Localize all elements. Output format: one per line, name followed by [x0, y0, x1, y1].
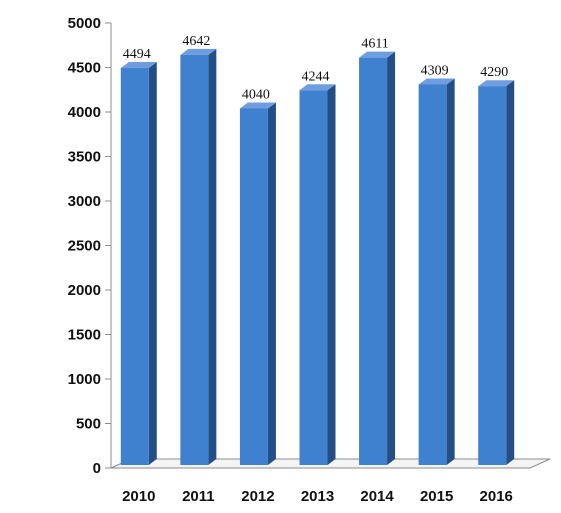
x-tick-label: 2013 [301, 488, 334, 505]
x-tick-label: 2014 [360, 488, 394, 505]
data-label: 4494 [123, 47, 151, 62]
bar-side [148, 62, 157, 466]
data-label: 4611 [361, 37, 388, 52]
x-tick-label: 2010 [122, 488, 155, 505]
x-tick-label: 2015 [420, 488, 453, 505]
bar [478, 86, 507, 465]
x-tick-label: 2011 [182, 488, 215, 505]
y-tick-label: 2500 [68, 238, 101, 255]
bar-side [327, 84, 336, 465]
data-label: 4290 [480, 65, 508, 80]
y-tick-label: 0 [93, 460, 101, 477]
y-tick-label: 3500 [68, 149, 101, 166]
data-label: 4040 [242, 87, 270, 102]
bar-side [446, 78, 455, 466]
y-tick-label: 2000 [68, 282, 101, 299]
x-tick-label: 2012 [241, 488, 274, 505]
bar-side [387, 51, 396, 465]
bar [180, 54, 209, 465]
y-tick-label: 500 [76, 416, 101, 433]
bar-top [180, 48, 217, 55]
y-tick-label: 1000 [68, 371, 101, 388]
bar-side [267, 102, 276, 465]
bar-top [478, 80, 515, 87]
data-label: 4642 [182, 34, 210, 49]
bar-top [359, 51, 396, 58]
data-labels: 4494 4642 4040 4244 4611 4309 4290 [123, 34, 508, 103]
y-axis: 0 500 1000 1500 2000 2500 3000 3500 4000 4500 5000 [68, 15, 112, 477]
bars [120, 48, 515, 466]
x-tick-label: 2016 [480, 488, 513, 505]
bar [299, 90, 328, 465]
bar-top [239, 102, 276, 109]
bar-side [208, 48, 217, 465]
bar-top [418, 78, 455, 85]
y-tick-label: 4000 [68, 104, 101, 121]
bar-top [120, 62, 157, 69]
y-tick-label: 5000 [68, 15, 101, 32]
data-label: 4244 [302, 69, 330, 84]
bar [359, 57, 388, 465]
y-tick-label: 3000 [68, 193, 101, 210]
data-label: 4309 [421, 63, 449, 78]
y-tick-label: 1500 [68, 327, 101, 344]
bar [418, 84, 447, 466]
x-axis: 2010 2011 2012 2013 2014 2015 2016 [122, 488, 513, 505]
y-tick-label: 4500 [68, 60, 101, 77]
bar [120, 68, 149, 465]
bar-top [299, 84, 336, 91]
bar [239, 108, 268, 465]
bar-side [506, 80, 515, 465]
